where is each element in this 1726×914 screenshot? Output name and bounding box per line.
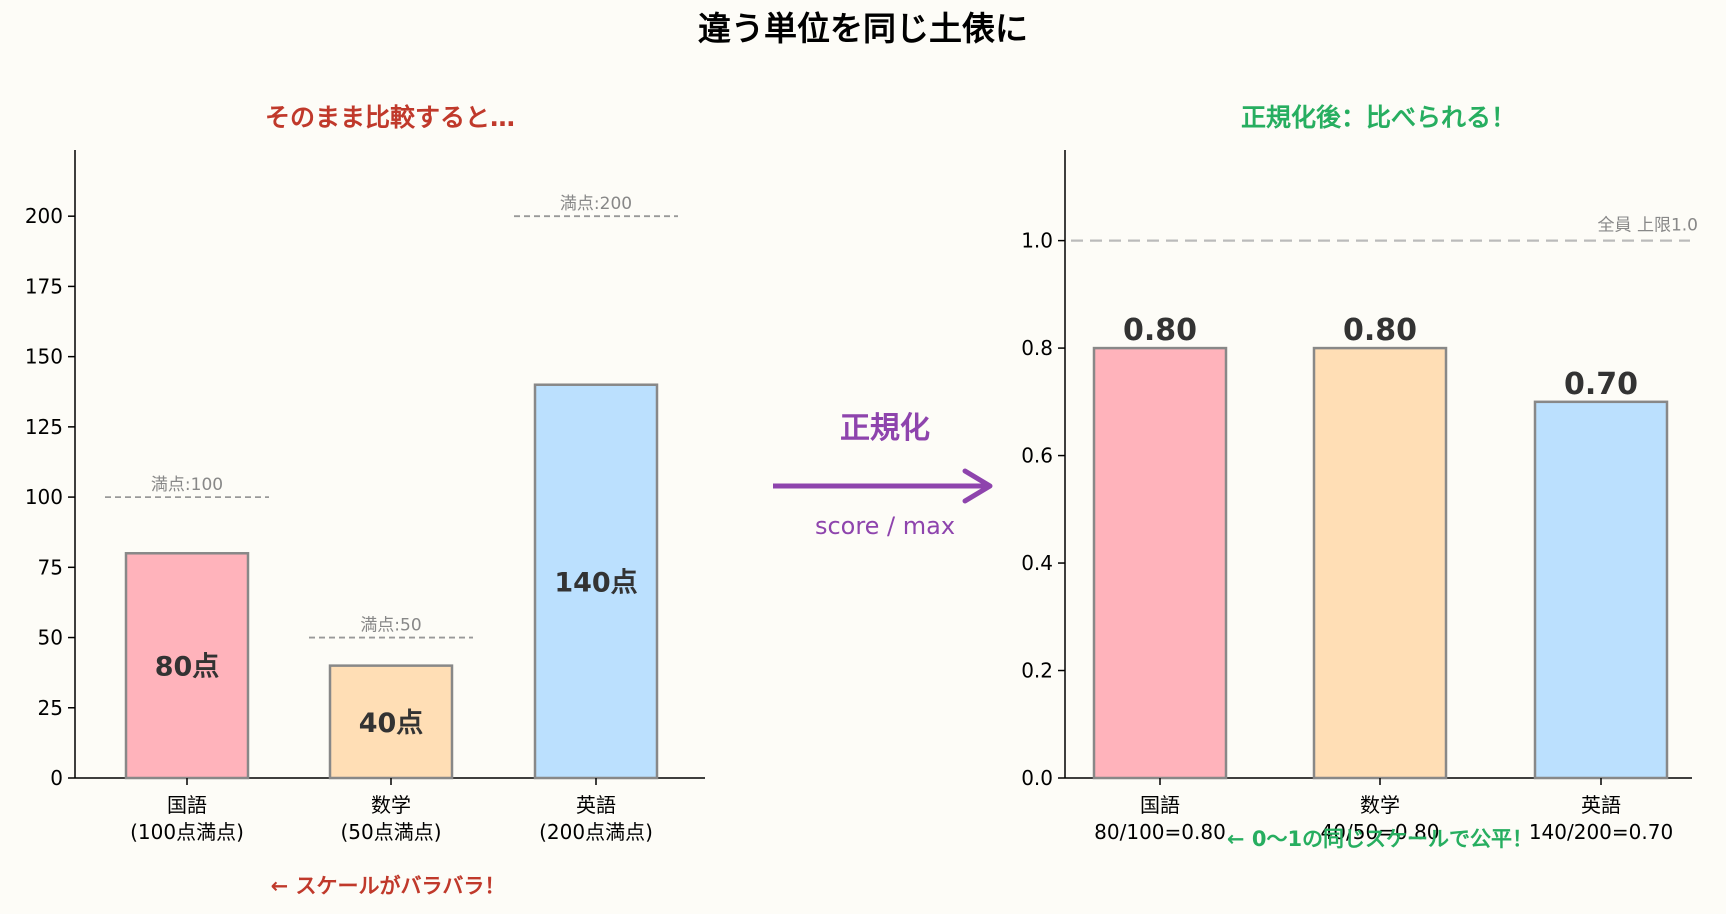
y-tick-label: 50 — [38, 626, 63, 650]
bar — [328, 664, 454, 780]
y-tick-label: 150 — [25, 345, 63, 369]
y-tick-label: 200 — [25, 204, 63, 228]
chart-annotation: ← スケールがバラバラ！ — [271, 874, 506, 898]
chart-title: そのまま比較すると… — [265, 103, 515, 132]
x-tick-label: 数学(50点満点) — [340, 793, 441, 844]
bar — [124, 552, 250, 780]
bar-value-label: 0.80 — [1123, 313, 1197, 348]
bar — [1092, 346, 1228, 780]
y-tick-label: 25 — [38, 696, 63, 720]
y-tick-label: 0.8 — [1021, 336, 1053, 360]
bar — [1533, 400, 1669, 780]
bar-value-label: 80点 — [155, 652, 220, 683]
reference-line-label: 全員 上限1.0 — [1598, 216, 1698, 236]
max-score-label: 満点:50 — [360, 616, 421, 636]
y-tick-label: 175 — [25, 274, 63, 298]
arrow-right-icon — [962, 468, 993, 504]
main-title: 違う単位を同じ土俵に — [698, 9, 1028, 48]
chart-title: 正規化後：比べられる！ — [1241, 103, 1516, 132]
left-chart: そのまま比較すると… 0 25 50 75 100 125 150 175 200 80点 満点:10… — [25, 103, 705, 898]
y-tick-label: 125 — [25, 415, 63, 439]
normalization-label: 正規化 — [840, 411, 930, 446]
bar — [1312, 346, 1448, 780]
x-tick-label: 数学 40/50=0.80 — [1321, 793, 1440, 844]
bar-value-label: 40点 — [359, 708, 424, 739]
bar — [533, 383, 659, 780]
y-tick-label: 0 — [50, 766, 63, 790]
y-tick-label: 0.0 — [1021, 766, 1053, 790]
y-tick-label: 0.2 — [1021, 659, 1053, 683]
x-tick-label: 英語 140/200=0.70 — [1529, 793, 1673, 844]
max-score-label: 満点:100 — [151, 475, 223, 495]
y-tick-label: 0.6 — [1021, 444, 1053, 468]
bar-value-label: 140点 — [554, 567, 637, 598]
right-chart: 正規化後：比べられる！ 0.0 0.2 0.4 0.6 0.8 1.0 全員 上限1.0 0.8… — [1021, 103, 1698, 851]
y-tick-label: 1.0 — [1021, 229, 1053, 253]
x-tick-label: 国語(100点満点) — [130, 793, 244, 844]
bar-value-label: 0.70 — [1564, 367, 1638, 402]
normalization-formula: score / max — [815, 512, 955, 540]
x-tick-label: 国語 80/100=0.80 — [1094, 793, 1226, 844]
max-score-label: 満点:200 — [560, 194, 632, 214]
y-tick-label: 100 — [25, 485, 63, 509]
y-tick-label: 75 — [38, 555, 63, 579]
bar-value-label: 0.80 — [1343, 313, 1417, 348]
chart-annotation: ← 0〜1の同じスケールで公平！ — [1227, 827, 1533, 851]
normalization-arrow-group: 正規化 score / max — [773, 411, 993, 540]
y-tick-label: 0.4 — [1021, 551, 1053, 575]
x-tick-label: 英語(200点満点) — [539, 793, 653, 844]
